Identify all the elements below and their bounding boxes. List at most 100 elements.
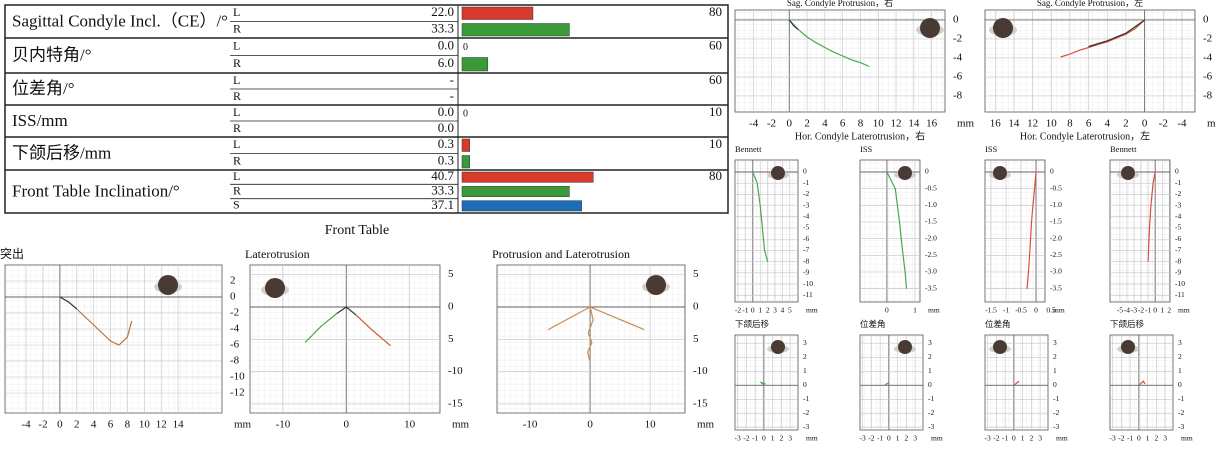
x-tick-label: 10 (645, 419, 657, 431)
y-tick-label: -5 (1175, 223, 1181, 232)
row-min: 0 (463, 108, 468, 119)
row-label: Sagittal Condyle Incl.（CE）/° (12, 11, 228, 30)
y-tick-label: -1 (1175, 178, 1181, 187)
y-tick-label: -9 (803, 268, 809, 277)
row-max: 80 (709, 168, 722, 183)
y-tick-label: -15 (448, 397, 463, 409)
y-tick-label: -2 (1053, 408, 1059, 417)
x-tick-label: 0 (1153, 306, 1157, 315)
y-tick-label: -6 (1203, 70, 1213, 82)
x-tick-label: 1 (771, 434, 775, 443)
y-tick-label: -1.5 (925, 217, 937, 226)
plot-label: Bennett (1110, 144, 1137, 154)
plot-area (860, 160, 920, 302)
x-tick-label: 0 (787, 118, 793, 130)
y-tick-label: -1 (803, 394, 809, 403)
group-title: Hor. Condyle Laterotrusion，左 (1020, 129, 1150, 142)
plot: Bennett-5-4-3-2-10120-1-2-3-4-5-6-7-8-9-… (1110, 144, 1190, 315)
y-tick-label: -0.5 (925, 183, 937, 192)
x-tick-label: -1 (1002, 434, 1008, 443)
group-title: Front Table (325, 223, 389, 238)
y-tick-label: -1.5 (1050, 217, 1062, 226)
plot-label: ISS (860, 144, 873, 154)
x-tick-label: 4 (822, 118, 828, 130)
y-tick-label: -8 (1203, 89, 1213, 101)
group-title: Hor. Condyle Laterotrusion，右 (795, 129, 925, 142)
row-label: 下颌后移/mm (12, 143, 111, 162)
y-tick-label: 1 (928, 366, 932, 375)
x-tick-label: -1 (1127, 434, 1133, 443)
x-unit: mm (234, 419, 252, 431)
x-tick-label: 12 (156, 419, 167, 431)
x-tick-label: 14 (173, 419, 185, 431)
x-tick-label: 1 (758, 306, 762, 315)
x-tick-label: 6 (840, 118, 846, 130)
x-tick-label: 6 (1086, 118, 1092, 130)
y-tick-label: -11 (803, 290, 813, 299)
plot-label: Protrusion and Laterotrusion (492, 247, 630, 261)
y-tick-label: -1.0 (1050, 200, 1062, 209)
x-unit: mm (1056, 434, 1068, 443)
x-tick-label: 4 (1105, 118, 1111, 130)
x-tick-label: -10 (276, 419, 291, 431)
y-tick-label: 0 (1175, 167, 1179, 176)
plot-area (5, 265, 222, 413)
y-tick-label: -2 (1178, 408, 1184, 417)
page: Sagittal Condyle Incl.（CE）/°800L22.0R33.… (0, 0, 1216, 450)
side-label: R (233, 56, 241, 70)
x-tick-label: 0 (344, 419, 350, 431)
x-tick-label: 4 (91, 419, 97, 431)
value-bar (462, 139, 470, 152)
head-icon (265, 278, 285, 298)
x-tick-label: 2 (766, 306, 770, 315)
side-value: 6.0 (438, 55, 454, 70)
side-value: 33.3 (431, 21, 454, 36)
x-tick-label: 2 (74, 419, 80, 431)
x-unit: mm (1053, 306, 1065, 315)
y-tick-label: -2.0 (925, 233, 937, 242)
x-tick-label: -4 (749, 118, 759, 130)
x-tick-label: 0 (1142, 118, 1148, 130)
y-tick-label: -1 (1178, 394, 1184, 403)
x-tick-label: 0 (1034, 306, 1038, 315)
side-value: 0.0 (438, 104, 454, 119)
plot: 下颌后移-3-2-101233210-1-2-3mm (735, 319, 818, 443)
y-tick-label: 2 (803, 352, 807, 361)
y-tick-label: 0 (1178, 380, 1182, 389)
y-tick-label: -3 (803, 422, 809, 431)
x-tick-label: -4 (1177, 118, 1187, 130)
x-tick-label: -2 (993, 434, 999, 443)
x-tick-label: -0.5 (1015, 306, 1027, 315)
x-tick-label: 2 (1030, 434, 1034, 443)
plot-area (735, 10, 945, 112)
x-tick-label: -1 (752, 434, 758, 443)
y-tick-label: 0 (230, 291, 236, 303)
row-label: ISS/mm (12, 111, 68, 130)
x-tick-label: 3 (913, 434, 917, 443)
x-tick-label: 0 (1137, 434, 1141, 443)
value-bar (462, 156, 470, 169)
x-tick-label: -2 (767, 118, 776, 130)
y-tick-label: -3.0 (1050, 267, 1062, 276)
x-unit: mm (806, 434, 818, 443)
head-icon (158, 275, 178, 295)
x-tick-label: 2 (804, 118, 810, 130)
x-tick-label: -10 (523, 419, 538, 431)
y-tick-label: -3 (1175, 200, 1181, 209)
y-tick-label: -8 (230, 355, 240, 367)
x-tick-label: 2 (780, 434, 784, 443)
y-tick-label: -6 (953, 70, 963, 82)
x-tick-label: 8 (858, 118, 864, 130)
y-tick-label: -7 (803, 245, 809, 254)
y-tick-label: 0 (953, 13, 959, 25)
head-icon (646, 275, 666, 295)
y-tick-label: -3.5 (1050, 283, 1062, 292)
y-tick-label: 0 (925, 167, 929, 176)
y-tick-label: 1 (803, 366, 807, 375)
y-tick-label: -4 (1203, 51, 1213, 63)
x-tick-label: -3 (985, 434, 991, 443)
side-value: 0.0 (438, 38, 454, 53)
